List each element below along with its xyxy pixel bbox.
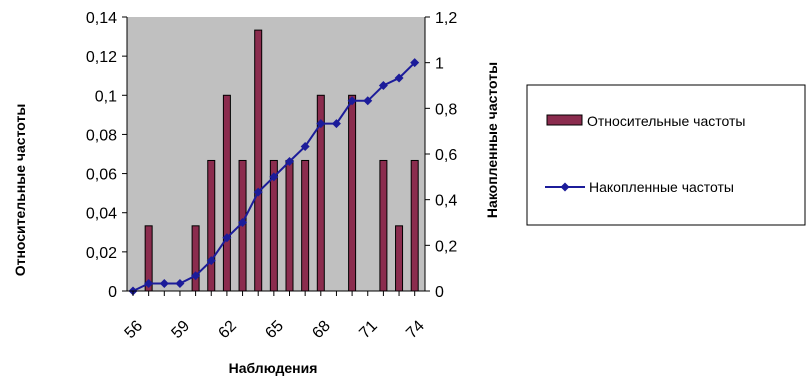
x-tick-label: 65 [262, 317, 287, 342]
legend-label-relative: Относительные частоты [587, 113, 745, 129]
line-point [238, 218, 248, 227]
x-axis-title: Наблюдения [229, 360, 318, 376]
right-tick-label: 0,8 [435, 101, 457, 118]
line-point [394, 73, 404, 83]
x-tick-label: 74 [403, 317, 428, 342]
x-tick-label: 68 [309, 317, 334, 342]
right-tick-label: 0,2 [435, 238, 457, 255]
x-axis: 56 59 62 65 68 71 74 [122, 290, 428, 342]
line-point [347, 96, 357, 106]
line-point [363, 96, 373, 106]
left-tick-label: 0,12 [86, 49, 117, 66]
bar [348, 94, 357, 292]
line-point [300, 141, 310, 151]
bar [410, 159, 419, 292]
right-tick-label: 1,2 [435, 10, 457, 27]
bar [379, 159, 388, 292]
x-tick-label: 62 [215, 317, 240, 342]
right-tick-label: 0,6 [435, 147, 457, 164]
line-point [253, 187, 263, 197]
line-point [222, 233, 232, 243]
left-axis-title: Относительные частоты [12, 104, 28, 277]
bar [191, 225, 200, 292]
left-tick-label: 0,06 [86, 167, 117, 184]
line-point [285, 157, 294, 167]
line-point [191, 271, 201, 281]
line-point [144, 278, 154, 288]
legend-line-marker [560, 182, 570, 192]
left-tick-label: 0,1 [95, 88, 117, 105]
bar [254, 29, 263, 292]
right-axis-title: Накопленные частоты [484, 62, 500, 218]
left-tick-label: 0,08 [86, 127, 117, 144]
right-tick-label: 0 [435, 284, 444, 301]
line-point [378, 81, 388, 90]
bar [395, 225, 404, 292]
left-tick-label: 0 [108, 284, 117, 301]
line-point [331, 119, 341, 129]
bar [222, 94, 231, 292]
bar [301, 159, 310, 292]
right-axis: 0 0,2 0,4 0,6 0,8 1 1,2 [424, 10, 457, 301]
line-point [175, 278, 185, 288]
line-point [316, 119, 326, 129]
line-series [128, 58, 420, 296]
right-tick-label: 0,4 [435, 193, 457, 210]
line-point [410, 58, 420, 68]
legend-box [526, 84, 806, 226]
left-tick-label: 0,04 [86, 206, 117, 223]
right-tick-label: 1 [435, 56, 444, 73]
legend-label-cumulative: Накопленные частоты [589, 179, 734, 195]
legend-bar-swatch [546, 114, 583, 126]
bar [207, 159, 216, 292]
x-tick-label: 56 [122, 317, 147, 342]
line-point [206, 256, 216, 266]
left-tick-label: 0,14 [86, 10, 117, 27]
legend: Относительные частоты Накопленные частот… [526, 84, 806, 226]
line-point [159, 278, 169, 288]
bar [285, 159, 294, 292]
x-tick-label: 71 [356, 317, 381, 342]
left-axis: 0 0,02 0,04 0,06 0,08 0,1 0,12 0,14 [86, 10, 128, 301]
x-tick-label: 59 [168, 317, 193, 342]
left-tick-label: 0,02 [86, 245, 117, 262]
line-point [269, 172, 279, 182]
